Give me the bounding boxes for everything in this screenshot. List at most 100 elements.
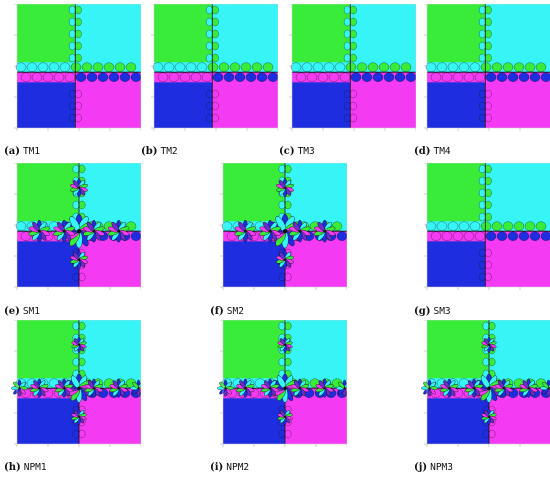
basin-plot-a: [11, 4, 141, 134]
band-flower: [259, 219, 281, 243]
axis-flower: [70, 178, 88, 198]
axis-ticks: [289, 4, 416, 131]
quadrant-cyan: [350, 4, 416, 73]
band-flower: [54, 378, 74, 398]
basin-plot-f: [217, 163, 347, 293]
band-flower: [260, 378, 280, 398]
caption-c: (c) TM3: [279, 146, 315, 157]
axis-ticks: [424, 163, 521, 290]
edge-flower: [336, 379, 347, 397]
axis-ticks: [424, 4, 521, 131]
band-flower: [84, 378, 104, 398]
quadrant-cyan: [489, 320, 550, 389]
band-flower: [440, 378, 459, 398]
axis-ticks: [151, 4, 278, 131]
band-flower: [313, 219, 336, 243]
plot-frame: [16, 320, 141, 445]
vertical-chain: [205, 5, 219, 123]
quadrant-cyan: [285, 163, 347, 232]
boundary-band: [425, 221, 550, 242]
boundary-band: [152, 62, 278, 83]
axis-ticks: [220, 163, 347, 290]
quadrant-cyan: [485, 4, 550, 73]
band-flower: [519, 378, 538, 398]
edge-flower: [11, 379, 28, 397]
band-flower: [109, 378, 128, 398]
band-flower: [464, 378, 484, 398]
plot-frame: [16, 163, 141, 288]
axis-flower: [70, 250, 88, 270]
vertical-chain: [478, 164, 492, 282]
basin-plot-g: [421, 163, 550, 293]
caption-a: (a) TM1: [4, 146, 41, 157]
plot-frame: [426, 163, 550, 288]
plot-frame: [222, 320, 347, 445]
band-flower: [30, 378, 49, 398]
basin-plot-b: [148, 4, 278, 134]
quadrant-green: [223, 163, 285, 232]
quadrant-cyan: [212, 4, 278, 73]
caption-d: (d) TM4: [414, 146, 451, 157]
quadrant-green: [17, 4, 76, 73]
quadrant-cyan: [79, 320, 141, 389]
quadrant-cyan: [79, 163, 141, 232]
band-flower: [494, 378, 514, 398]
quadrant-cyan: [285, 320, 347, 389]
axis-ticks: [14, 4, 141, 131]
axis-flower: [481, 336, 497, 353]
quadrant-green: [17, 163, 79, 232]
caption-i: (i) NPM2: [210, 462, 250, 473]
caption-e: (e) SM1: [4, 306, 40, 317]
vertical-chain: [478, 5, 492, 123]
boundary-band: [290, 62, 416, 83]
caption-b: (b) TM2: [141, 146, 178, 157]
basin-plot-e: [11, 163, 141, 293]
axis-flower: [277, 408, 293, 425]
edge-flower: [130, 379, 141, 397]
boundary-band: [425, 62, 550, 83]
plot-frame: [426, 4, 550, 129]
band-flower: [315, 378, 334, 398]
caption-f: (f) SM2: [210, 306, 244, 317]
plot-frame: [426, 320, 550, 445]
plot-frame: [153, 4, 278, 129]
axis-ticks: [14, 163, 141, 290]
quadrant-green: [292, 4, 351, 73]
band-flower: [53, 219, 75, 243]
axis-flower: [71, 336, 87, 353]
band-flower: [289, 219, 311, 243]
axis-flower: [481, 408, 497, 425]
quadrant-green: [223, 320, 285, 389]
band-flower: [107, 219, 130, 243]
basin-plot-j: [421, 320, 550, 450]
quadrant-cyan: [485, 163, 550, 232]
axis-flower: [277, 336, 293, 353]
quadrant-cyan: [75, 4, 141, 73]
edge-flower: [421, 379, 438, 397]
band-flower: [83, 219, 105, 243]
band-flower: [290, 378, 310, 398]
axis-flower: [71, 408, 87, 425]
quadrant-green: [17, 320, 79, 389]
plot-frame: [16, 4, 141, 129]
axis-flower: [276, 178, 294, 198]
quadrant-green: [154, 4, 213, 73]
quadrant-green: [427, 4, 486, 73]
plot-frame: [291, 4, 416, 129]
edge-flower: [217, 379, 234, 397]
axis-ticks: [14, 320, 141, 447]
caption-h: (h) NPM1: [4, 462, 47, 473]
quadrant-green: [427, 163, 486, 232]
quadrant-green: [427, 320, 489, 389]
axis-ticks: [220, 320, 347, 447]
axis-ticks: [424, 320, 521, 447]
plot-frame: [222, 163, 347, 288]
caption-g: (g) SM3: [414, 306, 451, 317]
band-flower: [234, 219, 257, 243]
basin-plot-h: [11, 320, 141, 450]
band-flower: [28, 219, 51, 243]
axis-flower: [276, 250, 294, 270]
caption-j: (j) NPM3: [414, 462, 453, 473]
boundary-band: [15, 62, 141, 83]
basin-plot-d: [421, 4, 550, 134]
